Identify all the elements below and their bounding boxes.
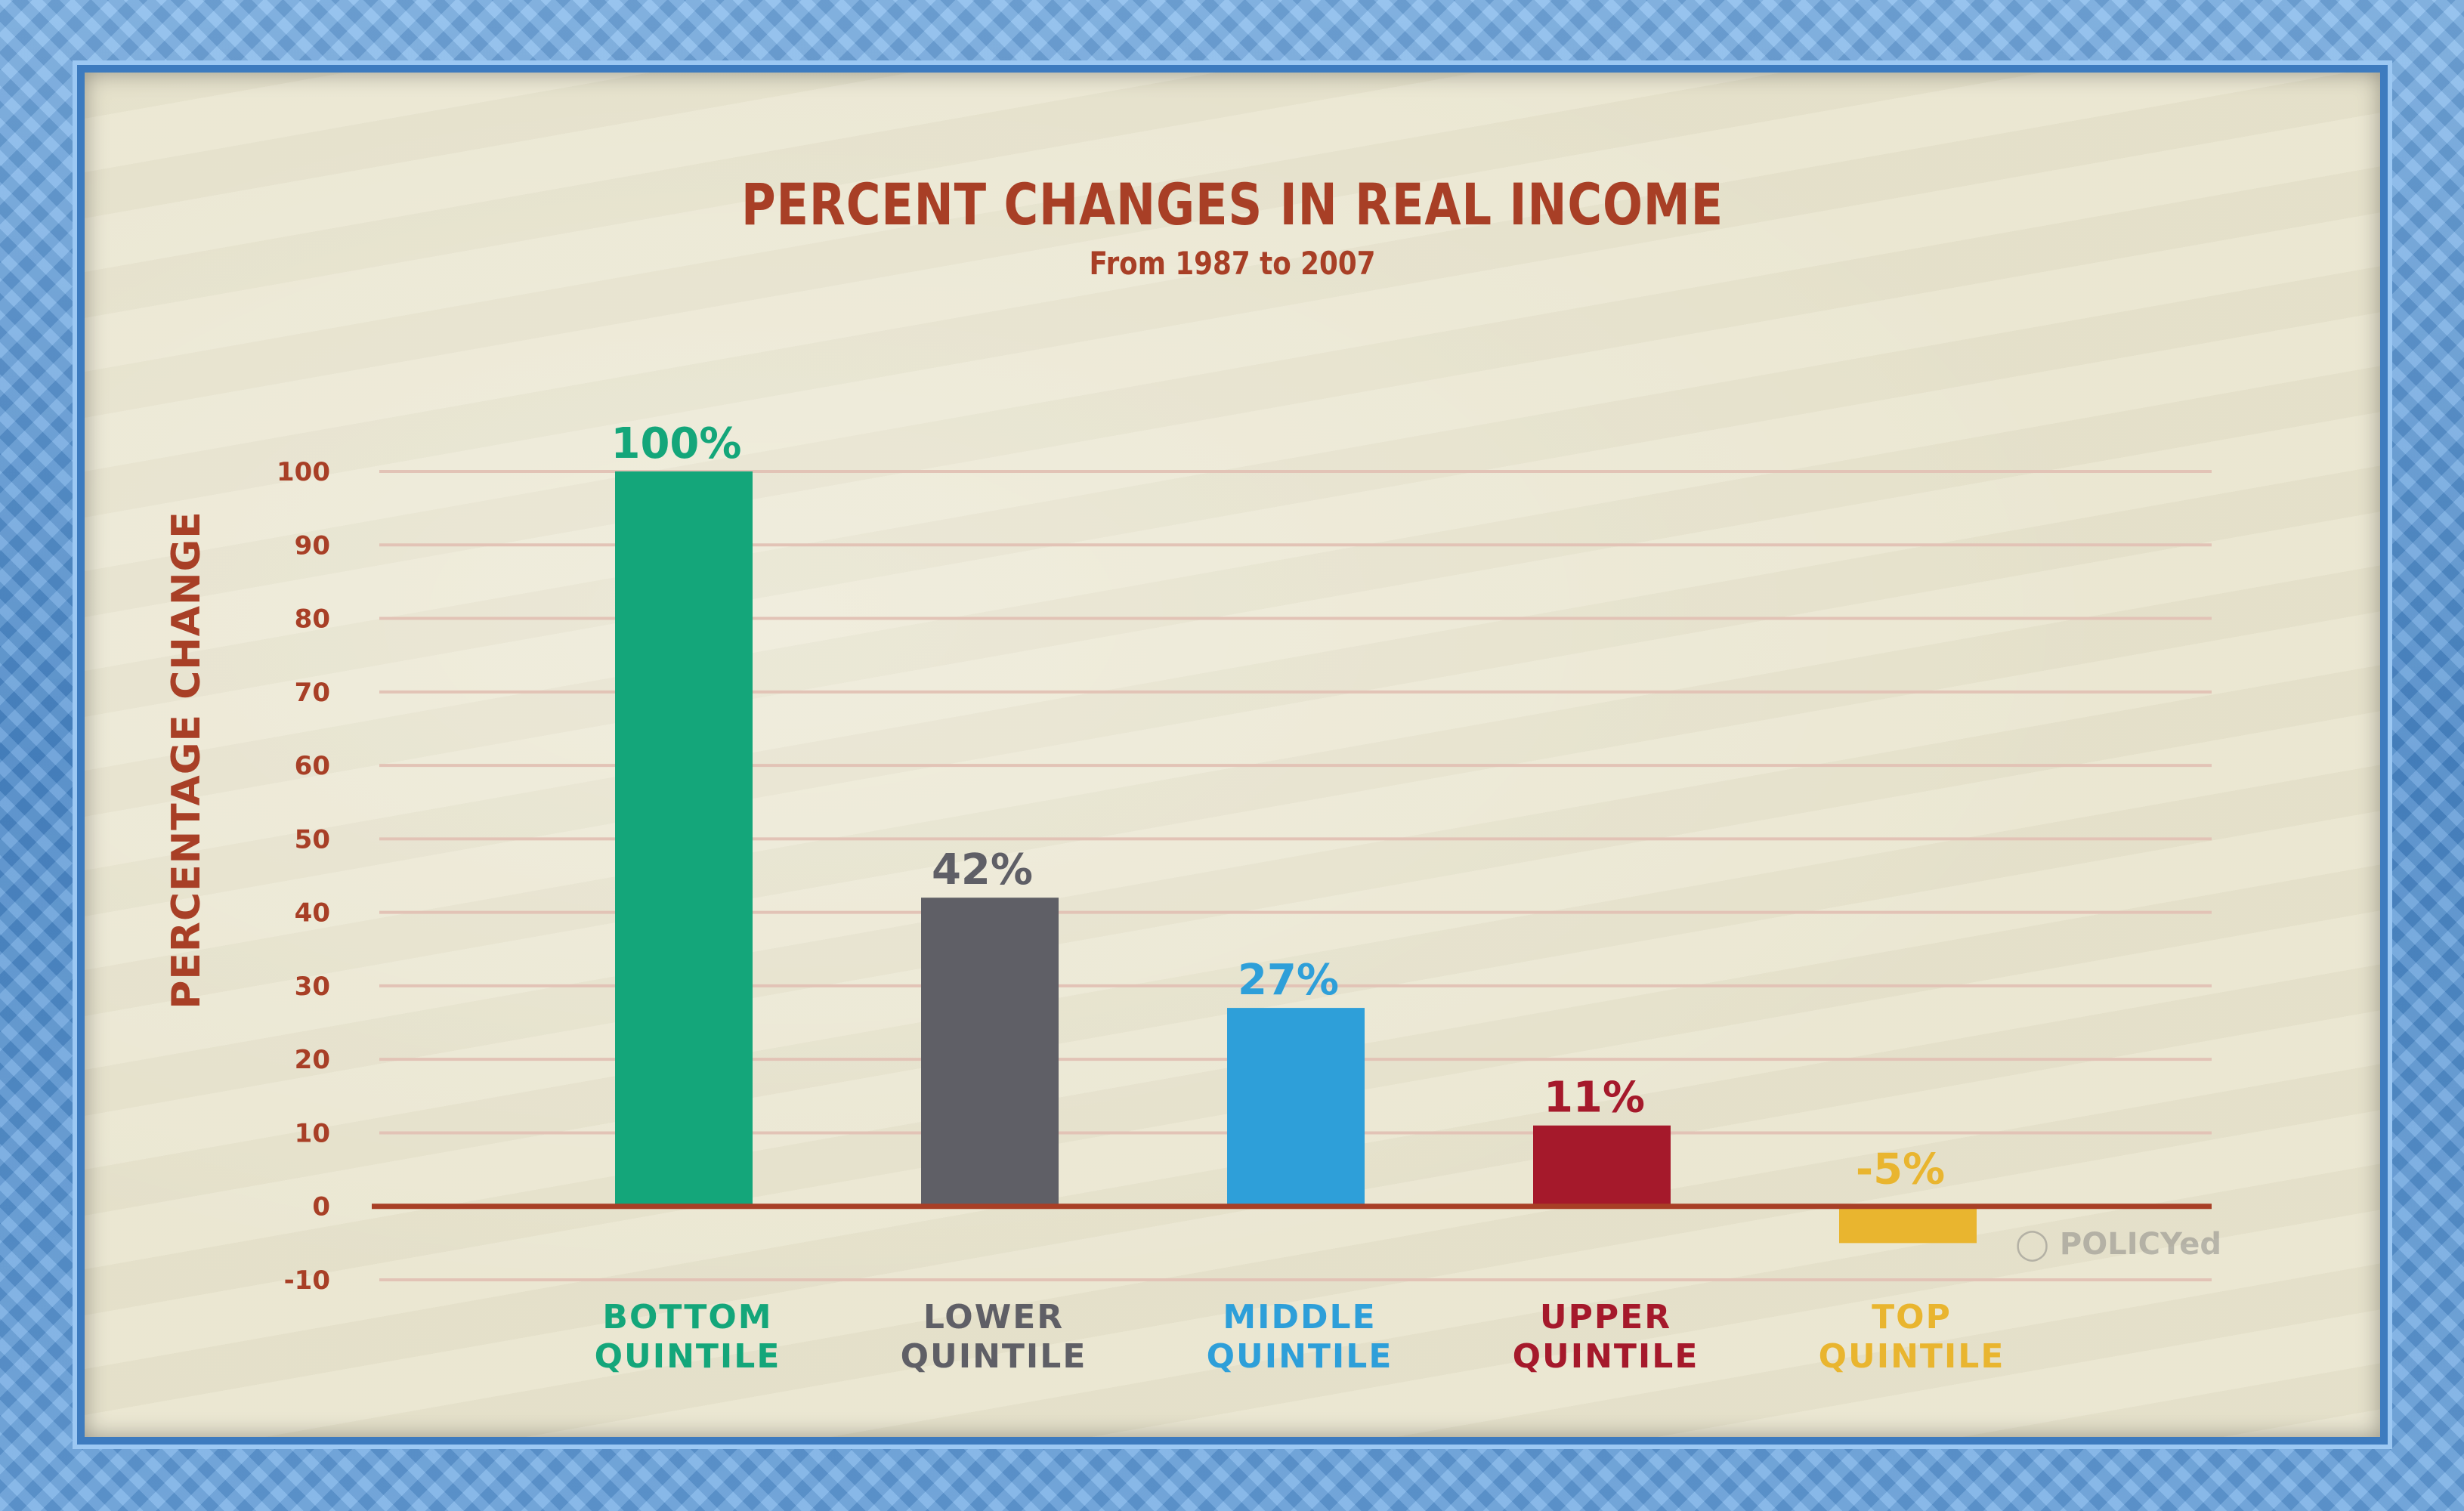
y-tick-label: 10 — [295, 1118, 330, 1148]
logo-text: POLICYed — [2059, 1227, 2221, 1262]
category-label: UPPER — [1540, 1298, 1671, 1336]
y-tick-label: -10 — [284, 1265, 330, 1296]
y-tick-label: 50 — [295, 824, 330, 854]
bar-value-label: 42% — [932, 845, 1033, 895]
value-labels: 100% 42% 27% 11% -5% — [611, 419, 1945, 1194]
bar — [615, 471, 753, 1207]
bar — [1839, 1206, 1977, 1244]
y-tick-label: 20 — [295, 1045, 330, 1075]
bar — [921, 898, 1059, 1207]
lightbulb-icon: ◯ — [2015, 1227, 2049, 1262]
category-label: QUINTILE — [595, 1337, 781, 1376]
chart-canvas: PERCENT CHANGES IN REAL INCOME From 1987… — [85, 73, 2380, 1437]
category-label: MIDDLE — [1223, 1298, 1376, 1336]
y-tick-label: 60 — [295, 751, 330, 781]
y-tick-label: 90 — [295, 530, 330, 561]
y-tick-label: 100 — [277, 457, 330, 487]
y-tick-label: 30 — [295, 972, 330, 1002]
category-label: QUINTILE — [1207, 1337, 1393, 1376]
y-tick-label: 70 — [295, 678, 330, 708]
chart-title: PERCENT CHANGES IN REAL INCOME — [741, 171, 1724, 238]
bar — [1533, 1125, 1671, 1207]
policyed-logo: ◯ POLICYed — [2015, 1227, 2221, 1262]
category-label: TOP — [1872, 1298, 1952, 1336]
bars — [615, 471, 1977, 1244]
bar-value-label: 27% — [1238, 956, 1339, 1005]
y-tick-label: 80 — [295, 604, 330, 635]
bar-value-label: 11% — [1544, 1074, 1645, 1123]
bar — [1227, 1008, 1365, 1207]
y-tick-label: 0 — [312, 1192, 330, 1222]
bar-value-label: 100% — [611, 419, 741, 468]
y-tick-label: 40 — [295, 898, 330, 929]
category-label: QUINTILE — [901, 1337, 1087, 1376]
category-label: QUINTILE — [1819, 1337, 2005, 1376]
category-label: LOWER — [923, 1298, 1064, 1336]
bar-value-label: -5% — [1856, 1145, 1945, 1194]
chart-subtitle: From 1987 to 2007 — [1089, 245, 1376, 282]
category-label: BOTTOM — [602, 1298, 772, 1336]
category-label: QUINTILE — [1513, 1337, 1699, 1376]
category-labels: BOTTOMQUINTILELOWERQUINTILEMIDDLEQUINTIL… — [595, 1298, 2005, 1376]
